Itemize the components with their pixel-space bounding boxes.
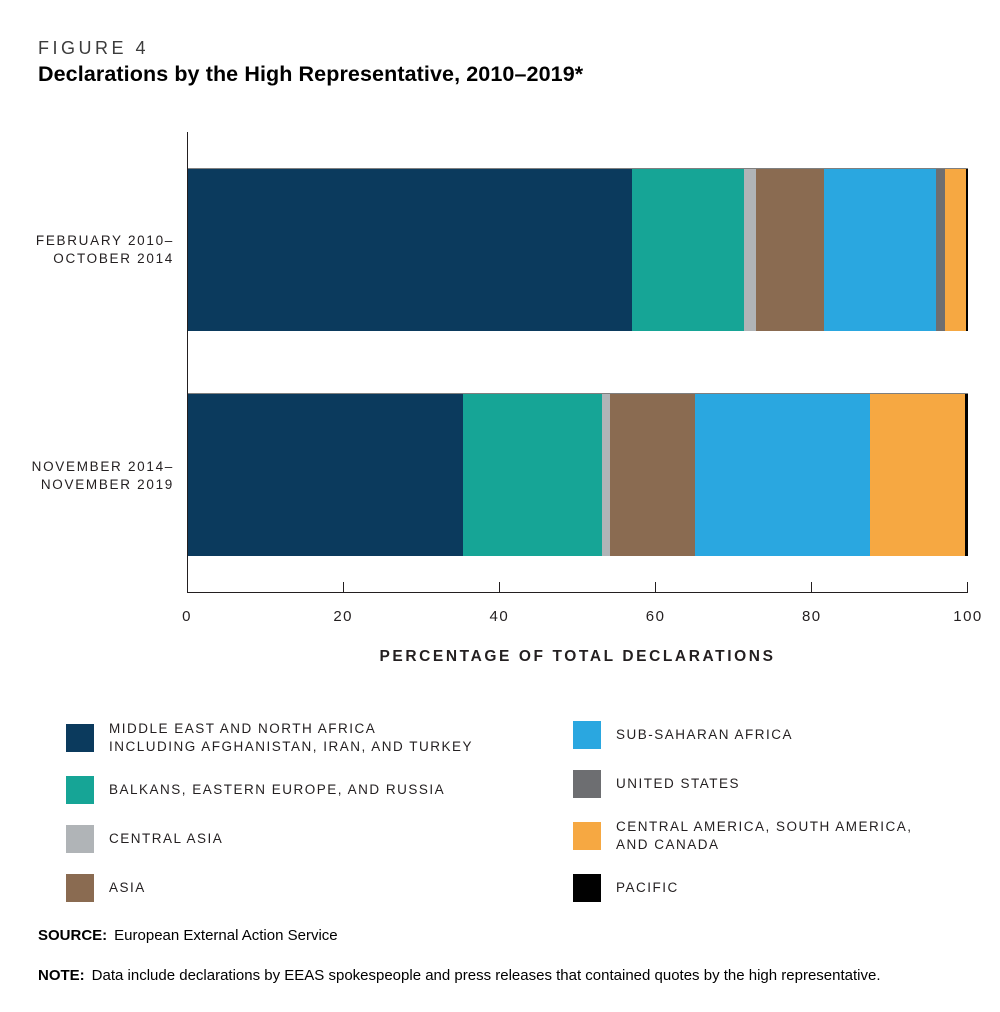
- legend-label-central-america-south-america-and-canada: CENTRAL AMERICA, SOUTH AMERICA, AND CANAD…: [616, 819, 913, 852]
- legend-label-asia: ASIA: [109, 880, 146, 895]
- legend-swatch-middle-east-and-north-africa: [66, 724, 94, 752]
- bar-segment-pacific: [966, 169, 968, 331]
- category-label-line: OCTOBER 2014: [53, 250, 174, 266]
- bar-segment-central-america-south-america-and-canada: [944, 169, 967, 331]
- x-axis-tick-100: [966, 582, 968, 592]
- legend-swatch-asia: [66, 874, 94, 902]
- plot-area: [187, 132, 968, 593]
- bar-segment-united-states: [935, 169, 945, 331]
- x-axis-tick-label-80: 80: [801, 608, 822, 625]
- bar-segment-sub-saharan-africa: [694, 394, 871, 556]
- bar-segment-middle-east-and-north-africa: [188, 394, 463, 556]
- legend-swatch-balkans-eastern-europe-and-russia: [66, 776, 94, 804]
- legend-label-sub-saharan-africa: SUB-SAHARAN AFRICA: [616, 727, 794, 742]
- x-axis-tick-label-100: 100: [953, 608, 983, 625]
- x-axis-tick-label-20: 20: [333, 608, 354, 625]
- note-text: Data include declarations by EEAS spokes…: [91, 967, 881, 984]
- legend-swatch-central-asia: [66, 825, 94, 853]
- legend-label-middle-east-and-north-africa: MIDDLE EAST AND NORTH AFRICA INCLUDING AF…: [109, 721, 474, 754]
- x-axis-title: PERCENTAGE OF TOTAL DECLARATIONS: [379, 648, 776, 665]
- bar-segment-pacific: [964, 394, 968, 556]
- bar-segment-asia: [609, 394, 695, 556]
- category-label-nov-2014-nov-2019: NOVEMBER 2014– NOVEMBER 2019: [10, 458, 174, 493]
- bar-feb-2010-oct-2014: [188, 168, 968, 331]
- legend-swatch-united-states: [573, 770, 601, 798]
- x-axis-tick-20: [342, 582, 344, 592]
- x-axis-tick-labels: 0 20 40 60 80 100: [182, 608, 981, 628]
- category-label-line: NOVEMBER 2019: [40, 476, 174, 492]
- legend-column-left: MIDDLE EAST AND NORTH AFRICA INCLUDING AF…: [66, 720, 473, 922]
- legend-item-balkans-eastern-europe-and-russia: BALKANS, EASTERN EUROPE, AND RUSSIA: [66, 775, 473, 805]
- bar-segment-central-asia: [744, 169, 756, 331]
- legend-label-balkans-eastern-europe-and-russia: BALKANS, EASTERN EUROPE, AND RUSSIA: [109, 782, 446, 797]
- source-line: SOURCE: European External Action Service: [38, 927, 338, 944]
- category-label-line: FEBRUARY 2010–: [35, 233, 174, 248]
- bar-segment-balkans-eastern-europe-and-russia: [462, 394, 603, 556]
- legend-item-central-asia: CENTRAL ASIA: [66, 824, 473, 854]
- x-axis-tick-80: [810, 582, 812, 592]
- category-label-line: NOVEMBER 2014–: [31, 459, 174, 474]
- legend-swatch-sub-saharan-africa: [573, 721, 601, 749]
- bar-segment-asia: [755, 169, 825, 331]
- legend-item-sub-saharan-africa: SUB-SAHARAN AFRICA: [573, 720, 913, 750]
- legend-item-central-america-south-america-and-canada: CENTRAL AMERICA, SOUTH AMERICA, AND CANAD…: [573, 818, 913, 854]
- legend-column-right: SUB-SAHARAN AFRICA UNITED STATES CENTRAL A…: [573, 720, 913, 922]
- note-line: NOTE: Data include declarations by EEAS s…: [38, 967, 881, 984]
- bar-segment-balkans-eastern-europe-and-russia: [631, 169, 745, 331]
- figure-label: FIGURE 4: [38, 38, 150, 58]
- legend-swatch-central-america-south-america-and-canada: [573, 822, 601, 850]
- x-axis-tick-label-0: 0: [182, 608, 192, 625]
- bar-segment-central-america-south-america-and-canada: [870, 394, 965, 556]
- note-label: NOTE:: [38, 967, 85, 984]
- bar-segment-middle-east-and-north-africa: [188, 169, 632, 331]
- x-axis-tick-label-40: 40: [489, 608, 510, 625]
- legend-swatch-pacific: [573, 874, 601, 902]
- legend-item-united-states: UNITED STATES: [573, 769, 913, 799]
- x-axis-tick-60: [654, 582, 656, 592]
- x-axis-tick-40: [498, 582, 500, 592]
- bar-nov-2014-nov-2019: [188, 393, 968, 556]
- chart-title: Declarations by the High Representative,…: [38, 62, 584, 86]
- legend-item-asia: ASIA: [66, 873, 473, 903]
- legend-item-pacific: PACIFIC: [573, 873, 913, 903]
- legend-label-united-states: UNITED STATES: [616, 776, 741, 791]
- legend-item-middle-east-and-north-africa: MIDDLE EAST AND NORTH AFRICA INCLUDING AF…: [66, 720, 473, 756]
- category-label-feb-2010-oct-2014: FEBRUARY 2010– OCTOBER 2014: [10, 232, 174, 267]
- x-axis-tick-label-60: 60: [645, 608, 666, 625]
- source-label: SOURCE:: [38, 927, 108, 944]
- legend-label-central-asia: CENTRAL ASIA: [109, 831, 224, 846]
- bar-segment-sub-saharan-africa: [824, 169, 936, 331]
- legend-label-pacific: PACIFIC: [616, 880, 679, 895]
- source-text: European External Action Service: [114, 927, 338, 944]
- bar-segment-central-asia: [602, 394, 610, 556]
